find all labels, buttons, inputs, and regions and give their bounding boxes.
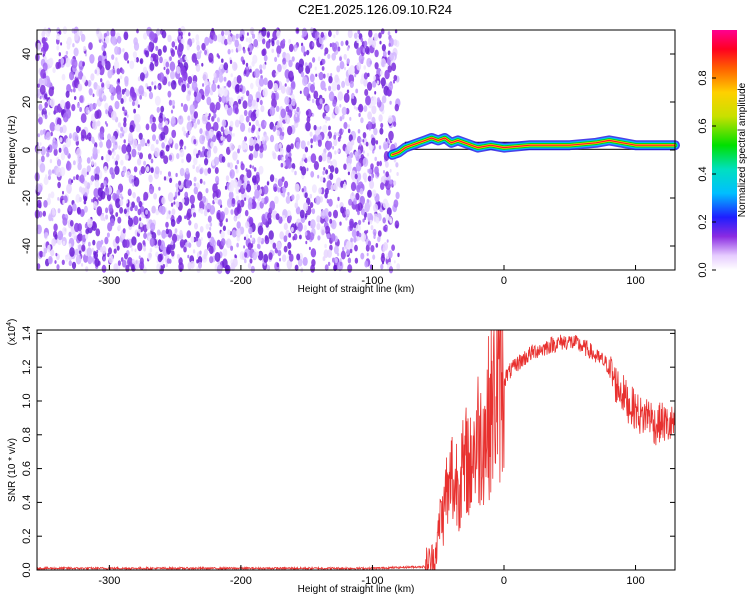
snr-y-tick-label: 0.2 <box>21 529 33 544</box>
heatmap-x-ticks: -300 -200 -100 0 100 <box>98 265 645 287</box>
snr-series-line <box>36 329 676 571</box>
chart-title: C2E1.2025.126.09.10.R24 <box>298 2 452 17</box>
heatmap-y-tick-label: 0 <box>21 147 33 153</box>
colorbar-ticks: 0.0 0.2 0.4 0.6 0.8 <box>697 70 716 278</box>
colorbar-tick-label: 0.8 <box>697 70 709 85</box>
heatmap-x-tick-label: -300 <box>98 275 120 287</box>
colorbar-tick-label: 0.2 <box>697 214 709 229</box>
noise-scatter-layer <box>34 25 401 275</box>
snr-line-chart: -300 -200 -100 0 100 0.0 0.2 0.4 0.6 0.8 1.0 1.2 1.… <box>6 319 676 595</box>
heatmap-y-tick-label: 20 <box>21 96 33 108</box>
heatmap-x-tick-label: 100 <box>626 275 644 287</box>
snr-y-tick-label: 0.0 <box>21 562 33 577</box>
snr-y-tick-label: 0.6 <box>21 461 33 476</box>
snr-x-tick-label: 0 <box>501 575 507 587</box>
heatmap-y-axis-label: Frequency (Hz) <box>7 116 18 185</box>
snr-y-tick-label: 1.0 <box>21 393 33 408</box>
snr-y-tick-label: 0.8 <box>21 427 33 442</box>
snr-x-tick-label: -100 <box>361 575 383 587</box>
colorbar: 0.0 0.2 0.4 0.6 0.8 Normalized spectral ampl… <box>697 30 748 278</box>
snr-frame <box>36 329 676 571</box>
colorbar-gradient <box>712 30 737 270</box>
colorbar-tick-label: 0.6 <box>697 118 709 133</box>
snr-x-tick-label: -200 <box>230 575 252 587</box>
snr-y-axis-label: SNR (10 * v/v) <box>7 438 18 502</box>
colorbar-label: Normalized spectral amplitude <box>737 82 748 217</box>
heatmap-y-tick-label: -20 <box>21 190 33 206</box>
colorbar-tick-label: 0.0 <box>697 262 709 277</box>
snr-plot-area <box>37 330 675 570</box>
snr-x-axis-label: Height of straight line (km) <box>298 584 415 595</box>
heatmap-x-tick-label: -100 <box>361 275 383 287</box>
snr-x-ticks: -300 -200 -100 0 100 <box>98 565 645 587</box>
snr-y-tick-label: 1.4 <box>21 326 33 341</box>
colorbar-tick-label: 0.4 <box>697 166 709 181</box>
signal-track-core <box>391 137 676 156</box>
signal-track-layer <box>387 133 680 160</box>
snr-y-ticks: 0.0 0.2 0.4 0.6 0.8 1.0 1.2 1.4 <box>21 326 675 578</box>
heatmap-x-axis-label: Height of straight line (km) <box>298 284 415 295</box>
heatmap-y-tick-label: 40 <box>21 48 33 60</box>
snr-x-tick-label: 100 <box>626 575 644 587</box>
snr-y-tick-label: 1.2 <box>21 360 33 375</box>
heatmap-y-ticks: -40 -20 0 20 40 <box>21 48 675 254</box>
heatmap-y-tick-label: -40 <box>21 238 33 254</box>
snr-x-tick-label: -300 <box>98 575 120 587</box>
snr-scale-label: (x104) <box>6 319 18 346</box>
heatmap-x-tick-label: 0 <box>501 275 507 287</box>
snr-y-tick-label: 0.4 <box>21 495 33 510</box>
heatmap-x-tick-label: -200 <box>230 275 252 287</box>
